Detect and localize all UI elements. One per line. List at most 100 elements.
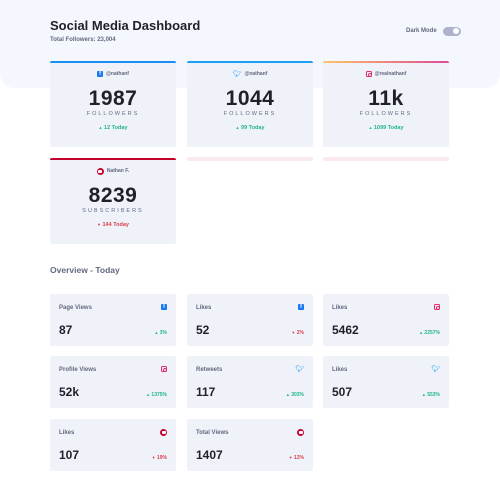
arrow-up-icon: ▲	[368, 125, 373, 130]
metric-label: Page Views	[59, 305, 92, 311]
metric-value: 87	[59, 323, 73, 337]
delta-value: 3%	[159, 330, 167, 336]
followers-card-facebook[interactable]: f @nathanf 1987 FOLLOWERS ▲ 12 Today	[50, 61, 176, 147]
dark-mode-toggle[interactable]	[442, 26, 461, 36]
follower-count: 1044	[225, 87, 275, 110]
followers-card-youtube[interactable]: Nathan F. 8239 SUBSCRIBERS ▼ 144 Today	[50, 158, 176, 244]
facebook-icon: f	[298, 304, 304, 310]
metric-label: Likes	[59, 430, 75, 436]
metric-label: Total Views	[196, 430, 229, 436]
youtube-icon	[160, 429, 167, 436]
dark-mode-control: Dark Mode	[406, 26, 461, 36]
twitter-icon: 🐦︎	[295, 366, 304, 373]
overview-card-instagram-likes[interactable]: Likes 5462 ▲ 2257%	[323, 294, 449, 346]
facebook-icon: f	[161, 304, 167, 310]
arrow-down-icon: ▼	[97, 222, 101, 227]
card-accent-bar	[50, 158, 176, 160]
count-label: FOLLOWERS	[86, 111, 140, 117]
metric-value: 52	[196, 323, 210, 337]
handle: @nathanf	[244, 71, 268, 77]
arrow-up-icon: ▲	[421, 392, 426, 397]
count-label: FOLLOWERS	[223, 111, 277, 117]
handle: Nathan F.	[106, 168, 130, 174]
delta-value: 99 Today	[241, 125, 265, 131]
metric-label: Likes	[332, 367, 348, 373]
instagram-icon	[365, 71, 372, 77]
metric-delta: ▲ 2257%	[419, 330, 440, 336]
metric-label: Retweets	[196, 367, 223, 373]
metric-delta: ▼ 2%	[291, 330, 304, 336]
handle-row: Nathan F.	[50, 167, 176, 175]
metric-delta: ▼ 19%	[152, 455, 167, 461]
followers-card-twitter[interactable]: 🐦︎ @nathanf 1044 FOLLOWERS ▲ 99 Today	[187, 61, 313, 147]
metric-delta: ▲ 303%	[286, 392, 304, 398]
today-delta: ▲ 99 Today	[187, 125, 313, 131]
overview-card-instagram-profile-views[interactable]: Profile Views 52k ▲ 1375%	[50, 356, 176, 408]
delta-value: 2%	[296, 330, 304, 336]
metric-value: 5462	[332, 323, 359, 337]
arrow-up-icon: ▲	[285, 392, 290, 397]
arrow-up-icon: ▲	[154, 330, 159, 335]
overview-card-twitter-retweets[interactable]: Retweets 🐦︎ 117 ▲ 303%	[187, 356, 313, 408]
handle-row: f @nathanf	[50, 70, 176, 78]
facebook-icon: f	[97, 71, 104, 77]
metric-value: 1407	[196, 448, 223, 462]
arrow-down-icon: ▼	[288, 455, 293, 460]
today-delta: ▲ 1099 Today	[323, 125, 449, 131]
overview-card-facebook-likes[interactable]: Likes f 52 ▼ 2%	[187, 294, 313, 346]
overview-title: Overview - Today	[50, 265, 120, 275]
delta-value: 12 Today	[104, 125, 128, 131]
card-accent-bar	[50, 61, 176, 63]
metric-delta: ▲ 553%	[422, 392, 440, 398]
delta-value: 2257%	[424, 330, 440, 336]
overview-card-facebook-page-views[interactable]: Page Views f 87 ▲ 3%	[50, 294, 176, 346]
youtube-icon	[96, 167, 104, 175]
arrow-up-icon: ▲	[235, 125, 240, 130]
handle-row: @realnathanf	[323, 70, 449, 78]
metric-label: Likes	[196, 305, 212, 311]
today-delta: ▼ 144 Today	[50, 222, 176, 228]
metric-value: 107	[59, 448, 80, 462]
count-label: FOLLOWERS	[359, 111, 413, 117]
card-accent-bar	[187, 61, 313, 63]
card-placeholder	[323, 157, 449, 161]
followers-card-instagram[interactable]: @realnathanf 11k FOLLOWERS ▲ 1099 Today	[323, 61, 449, 147]
metric-label: Likes	[332, 305, 348, 311]
card-accent-bar	[323, 61, 449, 63]
instagram-icon	[161, 366, 167, 372]
handle: @realnathanf	[374, 71, 407, 77]
arrow-up-icon: ▲	[98, 125, 103, 130]
metric-delta: ▲ 3%	[154, 330, 167, 336]
card-placeholder	[187, 157, 313, 161]
delta-value: 19%	[156, 455, 167, 461]
delta-value: 144 Today	[102, 222, 130, 228]
arrow-down-icon: ▼	[291, 330, 296, 335]
toggle-knob	[453, 28, 460, 34]
delta-value: 553%	[427, 392, 440, 398]
overview-card-twitter-likes[interactable]: Likes 🐦︎ 507 ▲ 553%	[323, 356, 449, 408]
metric-label: Profile Views	[59, 367, 97, 373]
metric-delta: ▲ 1375%	[146, 392, 167, 398]
follower-count: 1987	[88, 87, 138, 110]
arrow-down-icon: ▼	[151, 455, 156, 460]
twitter-icon: 🐦︎	[431, 366, 440, 373]
arrow-up-icon: ▲	[146, 392, 151, 397]
dark-mode-label: Dark Mode	[406, 28, 437, 34]
delta-value: 1099 Today	[373, 125, 404, 131]
delta-value: 1375%	[151, 392, 167, 398]
count-label: SUBSCRIBERS	[82, 208, 144, 214]
overview-card-youtube-total-views[interactable]: Total Views 1407 ▼ 12%	[187, 419, 313, 471]
page-title: Social Media Dashboard	[50, 18, 201, 33]
delta-value: 12%	[293, 455, 304, 461]
overview-card-youtube-likes[interactable]: Likes 107 ▼ 19%	[50, 419, 176, 471]
handle-row: 🐦︎ @nathanf	[187, 70, 313, 78]
metric-value: 507	[332, 385, 353, 399]
follower-count: 11k	[368, 87, 404, 110]
handle: @nathanf	[106, 71, 129, 77]
twitter-icon: 🐦︎	[232, 70, 242, 78]
metric-value: 52k	[59, 385, 80, 399]
delta-value: 303%	[291, 392, 304, 398]
metric-value: 117	[196, 385, 216, 399]
metric-delta: ▼ 12%	[289, 455, 304, 461]
youtube-icon	[297, 429, 304, 436]
